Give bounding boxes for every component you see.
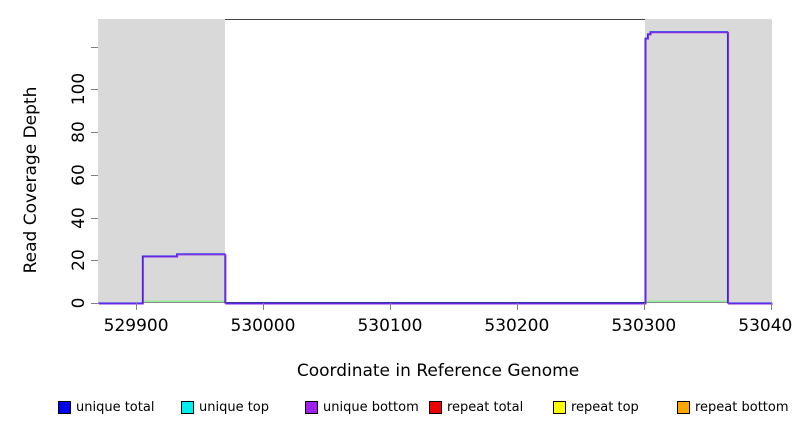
legend-label: unique bottom <box>323 400 419 415</box>
legend-label: repeat top <box>571 400 639 415</box>
plot-area <box>91 19 773 310</box>
repeat-region <box>645 19 772 303</box>
x-tick-label: 530200 <box>484 316 550 336</box>
legend-swatch-icon <box>58 401 71 414</box>
x-tick-label: 530300 <box>611 316 677 336</box>
y-tick-label: 100 <box>69 73 89 106</box>
legend-item-unique-bottom: unique bottom <box>305 400 419 415</box>
legend-swatch-icon <box>181 401 194 414</box>
legend-label: unique total <box>76 400 155 415</box>
legend-item-repeat-bottom: repeat bottom <box>677 400 789 415</box>
y-axis-title: Read Coverage Depth <box>21 86 41 274</box>
legend-swatch-icon <box>429 401 442 414</box>
legend-swatch-icon <box>553 401 566 414</box>
legend-swatch-icon <box>677 401 690 414</box>
legend-item-repeat-top: repeat top <box>553 400 639 415</box>
x-tick-label: 530000 <box>230 316 296 336</box>
legend-label: unique top <box>199 400 270 415</box>
x-tick-label: 529900 <box>103 316 169 336</box>
legend-label: repeat bottom <box>695 400 789 415</box>
legend-item-repeat-total: repeat total <box>429 400 523 415</box>
legend-swatch-icon <box>305 401 318 414</box>
x-tick-label: 530100 <box>357 316 423 336</box>
coverage-line-unique-total <box>98 31 772 304</box>
x-axis-title: Coordinate in Reference Genome <box>296 361 580 381</box>
coverage-line-unique-bottom <box>98 32 773 305</box>
repeat-region <box>98 19 225 303</box>
legend-item-unique-top: unique top <box>181 400 269 415</box>
legend-label: repeat total <box>447 400 524 415</box>
legend-item-unique-total: unique total <box>58 400 154 415</box>
